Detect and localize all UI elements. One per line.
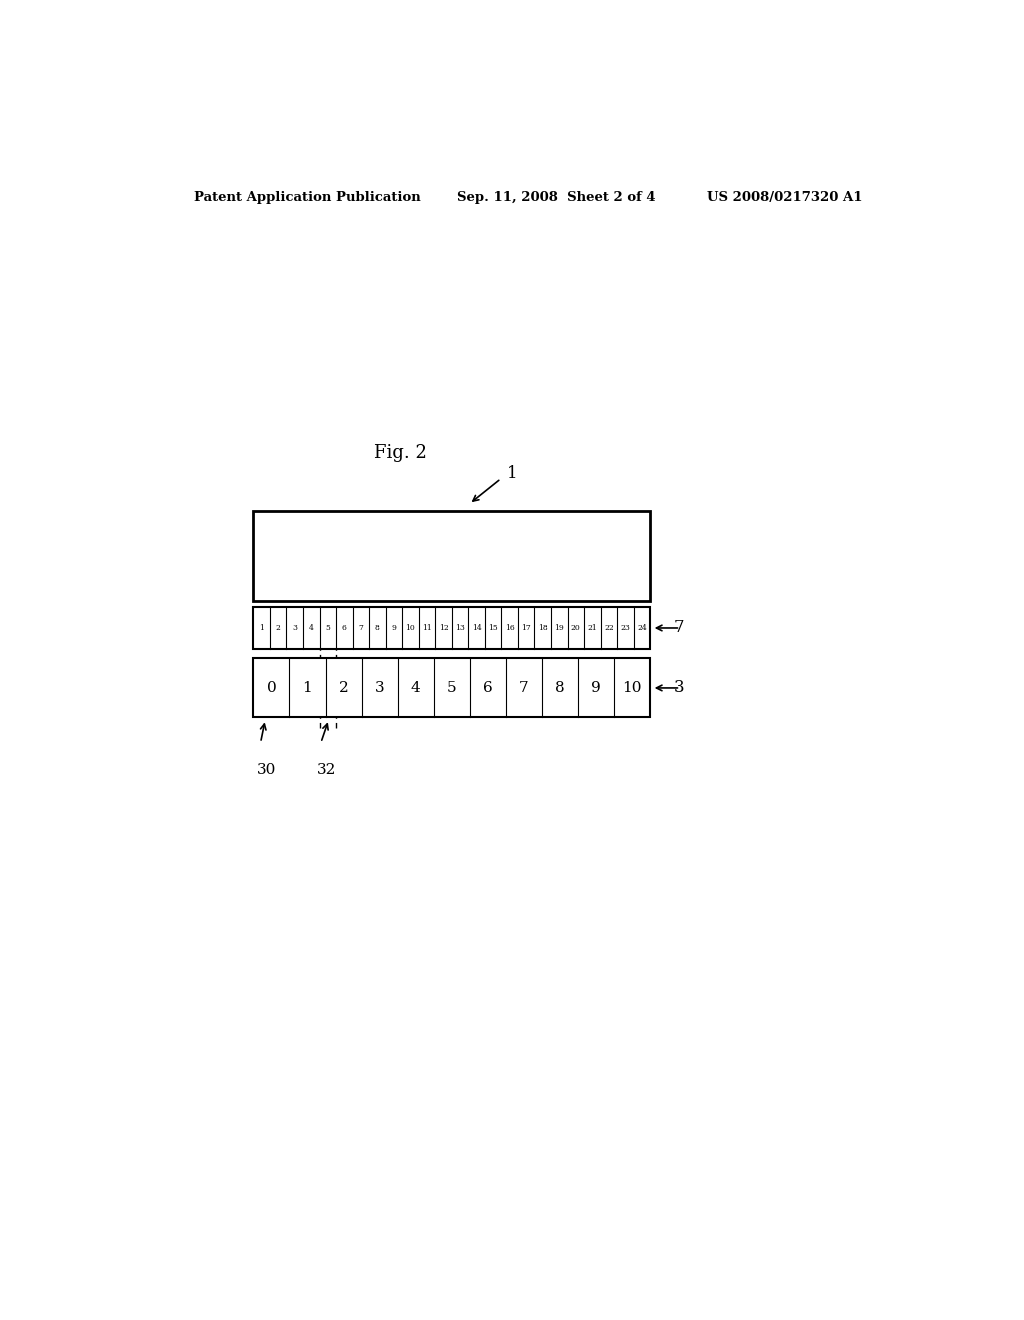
Text: 0: 0 [266, 681, 276, 694]
Text: 1: 1 [259, 624, 264, 632]
Text: 12: 12 [438, 624, 449, 632]
Text: 1: 1 [303, 681, 312, 694]
Text: 10: 10 [406, 624, 416, 632]
Text: 32: 32 [316, 763, 336, 777]
Bar [253, 607, 650, 649]
Text: 4: 4 [411, 681, 421, 694]
Text: 21: 21 [588, 624, 597, 632]
Text: 11: 11 [422, 624, 432, 632]
Text: 8: 8 [555, 681, 565, 694]
Text: 6: 6 [342, 624, 347, 632]
Text: 4: 4 [309, 624, 313, 632]
Text: 2: 2 [339, 681, 348, 694]
Text: Sep. 11, 2008  Sheet 2 of 4: Sep. 11, 2008 Sheet 2 of 4 [458, 190, 656, 203]
Text: 7: 7 [519, 681, 528, 694]
Text: 7: 7 [674, 619, 685, 636]
Text: 10: 10 [623, 681, 642, 694]
Text: 3: 3 [375, 681, 384, 694]
Text: US 2008/0217320 A1: US 2008/0217320 A1 [708, 190, 863, 203]
Text: 23: 23 [621, 624, 631, 632]
Text: 3: 3 [292, 624, 297, 632]
Bar [253, 659, 650, 718]
Text: 16: 16 [505, 624, 514, 632]
Text: 13: 13 [455, 624, 465, 632]
Text: 6: 6 [483, 681, 493, 694]
Text: 30: 30 [257, 763, 275, 777]
Text: 5: 5 [447, 681, 457, 694]
Text: 15: 15 [488, 624, 498, 632]
Text: 18: 18 [538, 624, 548, 632]
Text: Fig. 2: Fig. 2 [374, 444, 427, 462]
Text: 19: 19 [554, 624, 564, 632]
Text: 17: 17 [521, 624, 531, 632]
Text: 1: 1 [507, 465, 518, 482]
Text: 22: 22 [604, 624, 613, 632]
Text: 14: 14 [472, 624, 481, 632]
Text: 5: 5 [326, 624, 330, 632]
Text: 9: 9 [391, 624, 396, 632]
Text: 3: 3 [674, 680, 685, 697]
Text: 7: 7 [358, 624, 364, 632]
Text: 20: 20 [571, 624, 581, 632]
Text: 24: 24 [637, 624, 647, 632]
Bar [253, 511, 650, 601]
Text: 8: 8 [375, 624, 380, 632]
Text: 2: 2 [275, 624, 281, 632]
Text: 9: 9 [591, 681, 601, 694]
Text: Patent Application Publication: Patent Application Publication [194, 190, 421, 203]
